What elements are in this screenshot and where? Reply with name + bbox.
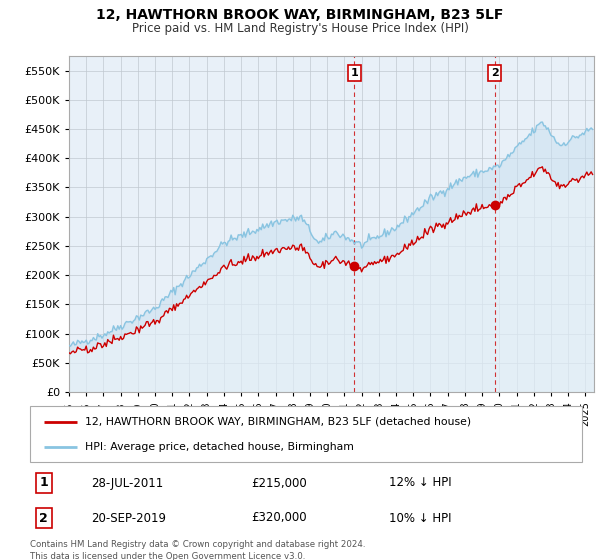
Text: 28-JUL-2011: 28-JUL-2011 [91,477,163,489]
Text: 10% ↓ HPI: 10% ↓ HPI [389,511,451,525]
FancyBboxPatch shape [30,406,582,462]
Text: Contains HM Land Registry data © Crown copyright and database right 2024.
This d: Contains HM Land Registry data © Crown c… [30,540,365,560]
Text: 12% ↓ HPI: 12% ↓ HPI [389,477,451,489]
Text: 2: 2 [491,68,499,78]
Text: 1: 1 [40,477,48,489]
Text: 1: 1 [350,68,358,78]
Text: £320,000: £320,000 [251,511,307,525]
Point [349,262,359,271]
Text: HPI: Average price, detached house, Birmingham: HPI: Average price, detached house, Birm… [85,442,354,452]
Text: 20-SEP-2019: 20-SEP-2019 [91,511,166,525]
Text: 12, HAWTHORN BROOK WAY, BIRMINGHAM, B23 5LF: 12, HAWTHORN BROOK WAY, BIRMINGHAM, B23 … [97,8,503,22]
Text: Price paid vs. HM Land Registry's House Price Index (HPI): Price paid vs. HM Land Registry's House … [131,22,469,35]
Text: 12, HAWTHORN BROOK WAY, BIRMINGHAM, B23 5LF (detached house): 12, HAWTHORN BROOK WAY, BIRMINGHAM, B23 … [85,417,472,427]
Point [490,200,499,209]
Text: 2: 2 [40,511,48,525]
Text: £215,000: £215,000 [251,477,307,489]
